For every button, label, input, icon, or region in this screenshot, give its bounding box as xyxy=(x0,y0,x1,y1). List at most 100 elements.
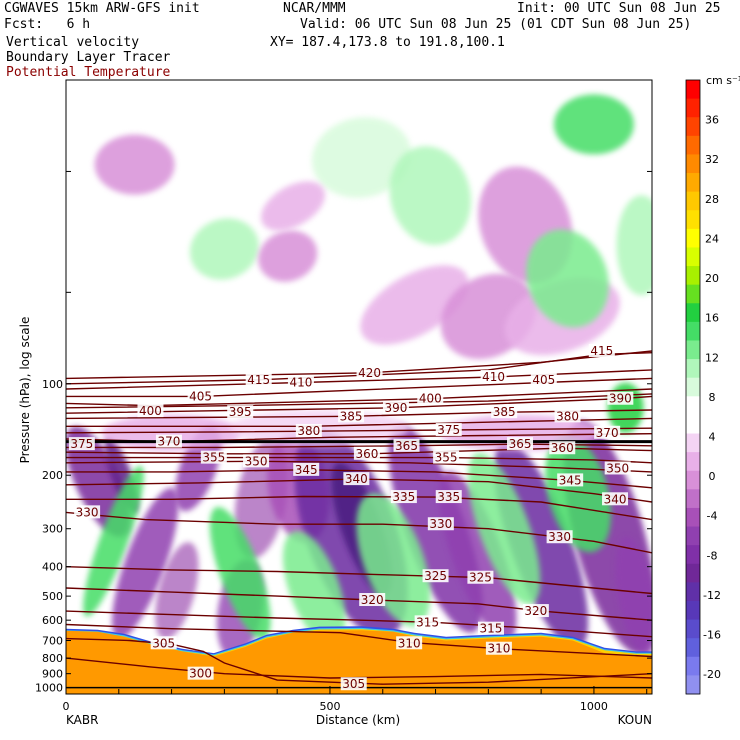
x-tick-label-500: 500 xyxy=(319,700,340,713)
theta-label-6: 405 xyxy=(532,373,555,387)
theta-label-bg-32 xyxy=(390,490,417,504)
colorbar-swatch-15 xyxy=(686,359,700,379)
theta-label-bg-35 xyxy=(427,517,454,531)
y-tick-label-900: 900 xyxy=(42,668,63,681)
theta-label-36: 330 xyxy=(548,530,571,544)
theta-label-1: 420 xyxy=(358,366,381,380)
theta-label-bg-15 xyxy=(554,409,581,423)
theta-label-bg-16 xyxy=(435,423,462,437)
theta-label-42: 315 xyxy=(480,622,503,636)
theta-label-13: 385 xyxy=(493,405,516,419)
colorbar: 36 32 28 24 20 16 12 8 4 0 -4 -8 -12 -16 -20 xyxy=(685,79,721,695)
colorbar-label--4: -4 xyxy=(707,510,718,523)
colorbar-swatch-28 xyxy=(686,600,700,621)
w-region-30 xyxy=(389,146,472,245)
colorbar-swatch-18 xyxy=(686,414,700,435)
org-label: NCAR/MMM xyxy=(283,1,346,16)
colorbar-swatch-19 xyxy=(686,433,700,453)
colorbar-swatch-20 xyxy=(686,452,700,472)
theta-label-3: 410 xyxy=(289,375,312,389)
theta-contour-330 xyxy=(66,511,652,554)
theta-label-4: 410 xyxy=(482,370,505,384)
colorbar-label-32: 32 xyxy=(705,153,719,166)
colorbar-swatch-4 xyxy=(686,154,700,174)
theta-label-7: 400 xyxy=(139,404,162,418)
init-time: Init: 00 UTC Sun 08 Jun 25 xyxy=(517,1,721,16)
colorbar-swatch-21 xyxy=(686,470,700,490)
w-region-15 xyxy=(615,536,652,656)
w-region-16 xyxy=(209,506,271,640)
theta-contour-350 xyxy=(66,460,652,473)
theta-label-bg-18 xyxy=(155,434,182,448)
theta-contour-410 xyxy=(66,369,652,390)
theta-label-bg-38 xyxy=(467,570,494,584)
colorbar-swatch-31 xyxy=(686,656,700,676)
theta-label-bg-23 xyxy=(549,441,576,455)
theta-label-26: 350 xyxy=(245,454,268,468)
theta-label-34: 330 xyxy=(76,505,99,519)
x-tick-label-1000: 1000 xyxy=(580,700,608,713)
theta-label-bg-34 xyxy=(74,505,101,519)
field-boundary-layer-tracer: Boundary Layer Tracer xyxy=(6,50,171,65)
theta-label-bg-7 xyxy=(137,404,164,418)
theta-label-39: 320 xyxy=(361,593,384,607)
theta-label-27: 350 xyxy=(606,461,629,475)
w-region-25 xyxy=(360,265,469,345)
colorbar-swatch-9 xyxy=(686,247,700,267)
theta-label-10: 390 xyxy=(385,401,408,415)
theta-label-bg-25 xyxy=(433,450,460,464)
theta-label-14: 380 xyxy=(297,424,320,438)
theta-contour-labels: 415 420 415 410 410 405 405 400 400 395 390 390 385 3… xyxy=(68,344,634,691)
w-region-18 xyxy=(356,493,431,627)
colorbar-swatch-16 xyxy=(686,377,700,397)
theta-label-bg-43 xyxy=(396,636,423,650)
model-title: CGWAVES 15km ARW-GFS init xyxy=(4,1,200,16)
theta-label-bg-21 xyxy=(507,437,534,451)
colorbar-swatch-29 xyxy=(686,619,700,639)
w-region-32 xyxy=(526,229,609,328)
theta-label-38: 325 xyxy=(469,571,492,585)
colorbar-label-8: 8 xyxy=(709,391,716,404)
y-tick-label-800: 800 xyxy=(42,652,63,665)
theta-label-bg-47 xyxy=(187,666,214,680)
colorbar-swatch-1 xyxy=(686,98,700,118)
theta-label-8: 400 xyxy=(419,392,442,406)
theta-label-bg-3 xyxy=(287,375,314,389)
theta-label-bg-10 xyxy=(382,400,409,414)
theta-label-9: 395 xyxy=(229,405,252,419)
theta-label-bg-26 xyxy=(243,454,270,468)
theta-contour-345 xyxy=(66,469,652,489)
theta-label-bg-30 xyxy=(343,472,370,486)
theta-label-30: 340 xyxy=(345,472,368,486)
theta-label-43: 310 xyxy=(398,636,421,650)
theta-label-bg-24 xyxy=(200,450,227,464)
theta-label-bg-11 xyxy=(607,391,634,405)
theta-label-2: 415 xyxy=(247,373,270,387)
colorbar-label-0: 0 xyxy=(709,470,716,483)
theta-label-bg-13 xyxy=(491,405,518,419)
colorbar-swatch-17 xyxy=(686,396,700,416)
theta-contour-305 xyxy=(66,637,652,685)
field-potential-temperature: Potential Temperature xyxy=(6,65,171,80)
theta-label-bg-37 xyxy=(422,569,449,583)
colorbar-swatch-23 xyxy=(686,507,700,528)
w-region-35 xyxy=(189,218,259,280)
theta-label-0: 415 xyxy=(590,344,613,358)
theta-label-40: 320 xyxy=(524,604,547,618)
colorbar-label-24: 24 xyxy=(705,232,719,245)
colorbar-swatch-14 xyxy=(686,340,700,360)
colorbar-swatch-0 xyxy=(686,80,700,100)
y-tick-label-100: 100 xyxy=(42,378,63,391)
x-axis: 0 500 1000 xyxy=(63,686,648,713)
theta-label-bg-22 xyxy=(353,446,380,460)
w-region-17 xyxy=(282,530,346,645)
theta-contour-300 xyxy=(66,657,652,679)
colorbar-label-36: 36 xyxy=(705,114,719,127)
theta-label-bg-40 xyxy=(522,604,549,618)
w-region-37 xyxy=(261,181,325,231)
y-tick-label-600: 600 xyxy=(42,614,63,627)
colorbar-swatch-8 xyxy=(686,228,700,248)
theta-label-29: 345 xyxy=(559,473,582,487)
w-region-3 xyxy=(111,487,179,639)
theta-label-bg-19 xyxy=(594,425,621,439)
